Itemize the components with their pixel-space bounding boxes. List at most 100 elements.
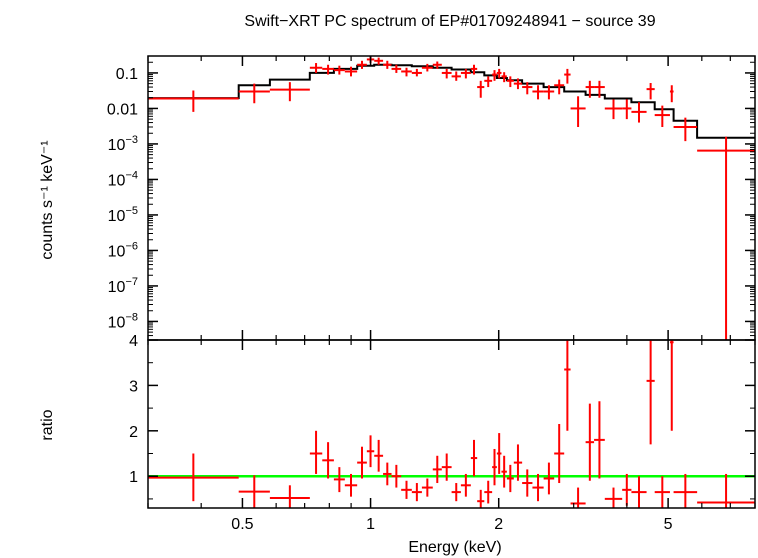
y-tick-label: 10−8 bbox=[108, 311, 138, 331]
data-point bbox=[432, 61, 442, 69]
ratio-point bbox=[421, 478, 433, 497]
y-tick-label: 1 bbox=[129, 469, 138, 486]
ratio-point bbox=[344, 473, 358, 497]
y-tick-label: 10−4 bbox=[108, 169, 138, 189]
ratio-frame bbox=[147, 339, 756, 509]
data-point bbox=[585, 80, 595, 98]
data-point bbox=[646, 83, 655, 100]
data-point bbox=[532, 85, 544, 100]
ratio-point bbox=[470, 439, 478, 477]
spectrum-marks bbox=[148, 56, 755, 340]
ratio-point bbox=[646, 340, 655, 445]
data-point bbox=[543, 85, 555, 100]
ratio-point bbox=[564, 340, 571, 431]
ratio-point bbox=[309, 430, 323, 474]
ratio-point bbox=[570, 487, 586, 508]
data-point bbox=[344, 66, 358, 77]
ratio-point bbox=[492, 448, 497, 486]
ratio-point bbox=[451, 483, 461, 502]
x-axis-label: Energy (keV) bbox=[408, 539, 501, 556]
data-point bbox=[357, 60, 367, 69]
y-tick-label: 4 bbox=[129, 333, 138, 350]
ratio-point bbox=[383, 462, 392, 486]
data-point bbox=[564, 68, 571, 84]
data-point bbox=[333, 65, 345, 75]
data-point bbox=[460, 68, 471, 79]
ratio-point bbox=[543, 462, 555, 495]
data-point bbox=[470, 64, 478, 75]
data-point bbox=[148, 90, 239, 112]
data-point bbox=[383, 60, 392, 69]
y-tick-label: 2 bbox=[129, 424, 138, 441]
data-point bbox=[604, 99, 623, 120]
data-point bbox=[496, 68, 502, 79]
ratio-point bbox=[374, 439, 384, 472]
spectrum-panel: 0.1 0.01 10−3 10−4 10−5 10−6 10−7 10−8 bbox=[107, 55, 756, 341]
data-point bbox=[501, 72, 507, 83]
ratio-point bbox=[513, 444, 523, 481]
data-point bbox=[322, 64, 334, 75]
ratio-point bbox=[669, 340, 674, 431]
data-point bbox=[309, 63, 323, 73]
spectrum-axis-ticks: 0.1 0.01 10−3 10−4 10−5 10−6 10−7 10−8 bbox=[107, 56, 756, 341]
ratio-point bbox=[532, 473, 544, 502]
ratio-point bbox=[391, 464, 402, 488]
ratio-point bbox=[604, 487, 623, 508]
data-point bbox=[554, 79, 565, 95]
data-point bbox=[492, 70, 497, 81]
x-tick-label: 2 bbox=[494, 516, 503, 533]
ratio-point bbox=[697, 473, 755, 508]
ratio-panel: 1 2 3 4 0.5 1 2 5 bbox=[129, 333, 756, 533]
ratio-point bbox=[269, 485, 310, 508]
y-tick-label: 10−5 bbox=[108, 205, 138, 225]
data-point bbox=[451, 71, 461, 81]
ratio-point bbox=[333, 467, 345, 493]
ratio-point bbox=[460, 473, 471, 497]
ratio-y-axis-label: ratio bbox=[39, 409, 56, 440]
ratio-point bbox=[506, 464, 514, 493]
data-point bbox=[622, 99, 632, 120]
y-tick-label: 0.1 bbox=[116, 66, 138, 83]
data-point bbox=[513, 78, 523, 90]
x-tick-label: 0.5 bbox=[231, 516, 253, 533]
ratio-point bbox=[631, 476, 647, 508]
y-tick-label: 10−7 bbox=[108, 276, 138, 296]
data-point bbox=[441, 68, 452, 79]
data-point bbox=[654, 105, 670, 127]
ratio-point bbox=[654, 476, 670, 508]
ratio-point bbox=[411, 483, 422, 502]
data-point bbox=[484, 76, 493, 88]
data-point bbox=[421, 63, 433, 72]
y-tick-label: 10−6 bbox=[108, 240, 138, 260]
ratio-point bbox=[622, 473, 632, 506]
ratio-point bbox=[554, 424, 565, 484]
data-point bbox=[391, 64, 402, 73]
ratio-axis-ticks: 1 2 3 4 0.5 1 2 5 bbox=[129, 333, 756, 533]
ratio-point bbox=[441, 453, 452, 481]
data-point bbox=[594, 80, 605, 98]
data-point bbox=[669, 85, 674, 103]
spectrum-y-axis-label: counts s⁻¹ keV⁻¹ bbox=[39, 140, 56, 259]
data-point bbox=[522, 82, 533, 95]
data-point bbox=[238, 83, 270, 104]
x-tick-label: 5 bbox=[664, 516, 673, 533]
ratio-point bbox=[432, 455, 442, 484]
chart-title: Swift−XRT PC spectrum of EP#01709248941 … bbox=[244, 13, 655, 30]
x-tick-label: 1 bbox=[366, 516, 375, 533]
ratio-point bbox=[238, 475, 270, 508]
ratio-point bbox=[522, 469, 533, 497]
ratio-point bbox=[585, 403, 595, 481]
data-point bbox=[673, 117, 698, 142]
y-tick-label: 10−3 bbox=[108, 134, 138, 154]
y-tick-label: 0.01 bbox=[107, 101, 138, 118]
ratio-point bbox=[673, 473, 698, 508]
ratio-point bbox=[484, 480, 493, 504]
ratio-point bbox=[477, 489, 485, 508]
ratio-point bbox=[148, 453, 239, 502]
ratio-point bbox=[501, 455, 507, 488]
ratio-point bbox=[322, 442, 334, 479]
data-point bbox=[570, 96, 586, 127]
data-point bbox=[506, 76, 514, 88]
data-point bbox=[697, 136, 755, 340]
